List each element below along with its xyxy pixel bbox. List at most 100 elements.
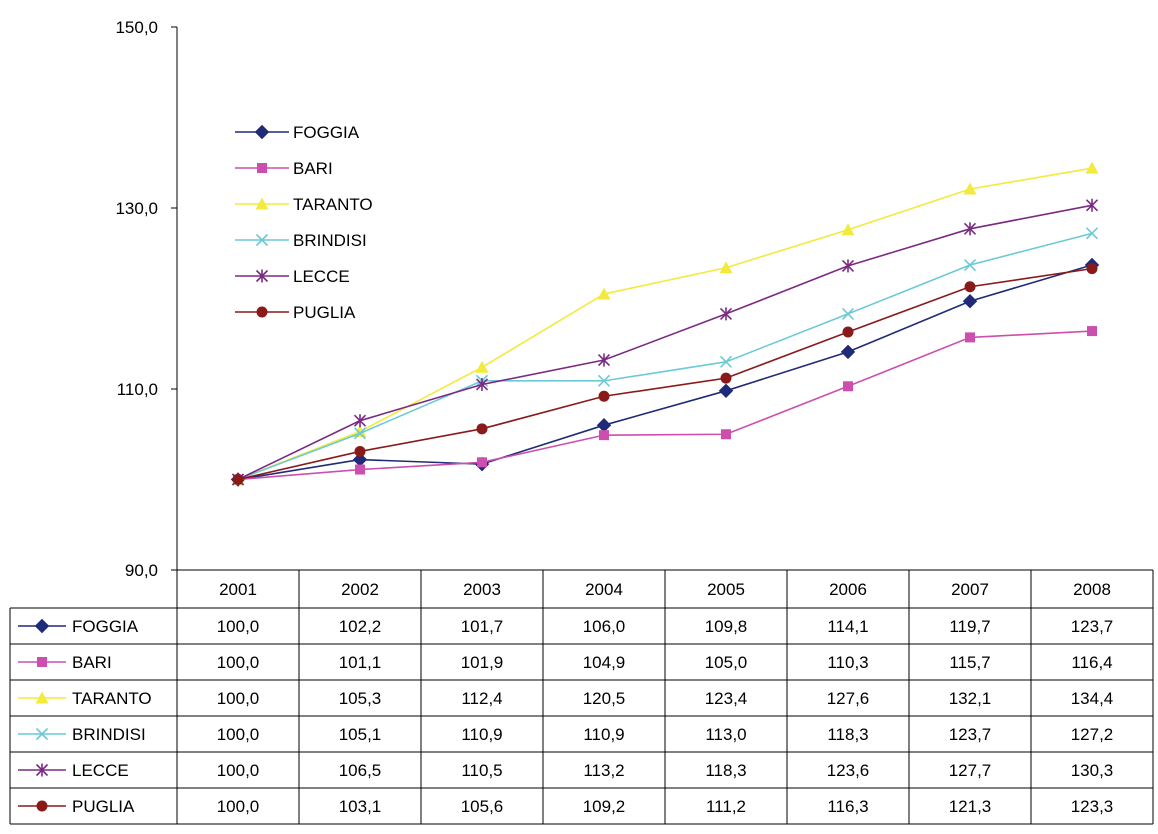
- x-tick-label: 2008: [1073, 580, 1111, 599]
- table-cell-value: 105,1: [339, 725, 382, 744]
- row-label: TARANTO: [72, 689, 152, 708]
- table-cell-value: 134,4: [1071, 689, 1114, 708]
- legend-label: PUGLIA: [293, 303, 356, 322]
- data-point-stroke: [719, 355, 733, 368]
- legend-marker: [255, 269, 269, 283]
- row-legend-marker: [36, 800, 48, 812]
- table-row: LECCE 100,0 106,5 110,5 113,2 118,3 123,6 127,7…: [18, 761, 1113, 780]
- data-point: [476, 423, 488, 435]
- data-point: [843, 381, 853, 392]
- table-cell-value: 121,3: [949, 797, 992, 816]
- data-point: [842, 326, 854, 338]
- table-cell-value: 102,2: [339, 617, 382, 636]
- table-cell-value: 130,3: [1071, 761, 1114, 780]
- legend-marker: [255, 197, 269, 210]
- row-legend-marker: [37, 657, 47, 667]
- table-cell-value: 100,0: [217, 653, 260, 672]
- x-tick-label: 2001: [219, 580, 257, 599]
- series-line: [237, 204, 1093, 481]
- data-point-stroke: [841, 307, 855, 320]
- table-cell-value: 114,1: [827, 617, 868, 636]
- table-cell-value: 111,2: [706, 797, 746, 816]
- table-cell-value: 123,7: [949, 725, 992, 744]
- legend-entry: FOGGIA: [235, 123, 360, 142]
- data-point: [353, 427, 367, 440]
- table-cell-value: 106,0: [583, 617, 626, 636]
- row-label: PUGLIA: [72, 797, 135, 816]
- data-point: [840, 344, 856, 360]
- table-cell-value: 127,2: [1071, 725, 1114, 744]
- data-point: [599, 430, 609, 441]
- row-label: FOGGIA: [72, 617, 139, 636]
- series-puglia: [232, 263, 1098, 485]
- data-point-stroke: [1085, 227, 1099, 240]
- legend-label: TARANTO: [293, 195, 373, 214]
- legend-marker: [257, 163, 267, 173]
- legend-marker-stroke: [255, 233, 269, 247]
- table-cell-value: 100,0: [217, 617, 260, 636]
- row-label: BARI: [72, 653, 112, 672]
- table-cell-value: 119,7: [949, 617, 990, 636]
- series-line: [237, 267, 1093, 481]
- table-cell-value: 123,6: [827, 761, 870, 780]
- table-cell-value: 127,6: [827, 689, 870, 708]
- table-row: FOGGIA 100,0 102,2 101,7 106,0 109,8 114,1 119,…: [18, 617, 1113, 636]
- data-point: [719, 307, 733, 321]
- data-point: [1086, 263, 1098, 275]
- legend-label: BRINDISI: [293, 231, 367, 250]
- x-tick-label: 2003: [463, 580, 501, 599]
- data-point: [841, 307, 855, 320]
- row-label: LECCE: [72, 761, 129, 780]
- table-row: PUGLIA 100,0 103,1 105,6 109,2 111,2 116,3 121,…: [18, 797, 1113, 816]
- data-point: [963, 182, 977, 195]
- table-cell-value: 116,4: [1071, 653, 1112, 672]
- data-point: [718, 383, 734, 399]
- table-cell-value: 110,9: [461, 725, 502, 744]
- table-cell-value: 120,5: [583, 689, 626, 708]
- data-point: [841, 259, 855, 273]
- row-legend-marker: [35, 691, 49, 704]
- row-legend-marker: [35, 727, 49, 741]
- table-cell-value: 110,9: [583, 725, 624, 744]
- data-point: [1087, 326, 1097, 337]
- y-tick-label: 150,0: [115, 18, 158, 37]
- data-point: [475, 360, 489, 373]
- data-table: 2001 2002 2003 2004 2005 2006 2007 2008 FOGGIA 10…: [9, 569, 1154, 825]
- data-point: [1085, 161, 1099, 174]
- y-tick-label: 110,0: [117, 380, 158, 399]
- table-cell-value: 112,4: [461, 689, 502, 708]
- series-line: [237, 264, 1093, 481]
- table-cell-value: 104,9: [583, 653, 626, 672]
- table-cell-value: 118,3: [827, 725, 868, 744]
- data-point: [964, 281, 976, 293]
- legend-entry: TARANTO: [235, 195, 373, 214]
- legend-entry: BARI: [235, 159, 333, 178]
- legend-entry: LECCE: [235, 267, 350, 286]
- table-cell-value: 101,1: [339, 653, 382, 672]
- table-cell-value: 110,3: [827, 653, 868, 672]
- table-cell-value: 100,0: [217, 761, 260, 780]
- table-cell-value: 100,0: [217, 797, 260, 816]
- legend-label: LECCE: [293, 267, 350, 286]
- data-point: [475, 377, 489, 391]
- data-point: [1085, 227, 1099, 240]
- row-legend-marker-stroke: [35, 727, 49, 741]
- series-brindisi: [231, 227, 1099, 486]
- table-cell-value: 106,5: [339, 761, 382, 780]
- table-cell-value: 103,1: [339, 797, 382, 816]
- table-cell-value: 100,0: [217, 689, 260, 708]
- data-point: [353, 414, 367, 428]
- table-cell-value: 109,8: [705, 617, 748, 636]
- table-cell-value: 132,1: [949, 689, 992, 708]
- data-point: [719, 261, 733, 274]
- data-point: [719, 355, 733, 368]
- table-cell-value: 115,7: [949, 653, 990, 672]
- y-axis-ticks: 90,0 110,0 130,0 150,0: [115, 18, 177, 580]
- series-layer: [230, 161, 1100, 487]
- y-tick-label: 90,0: [125, 561, 158, 580]
- table-cell-value: 123,7: [1071, 617, 1114, 636]
- data-point: [596, 417, 612, 433]
- data-point: [597, 374, 611, 387]
- table-cell-value: 123,4: [705, 689, 748, 708]
